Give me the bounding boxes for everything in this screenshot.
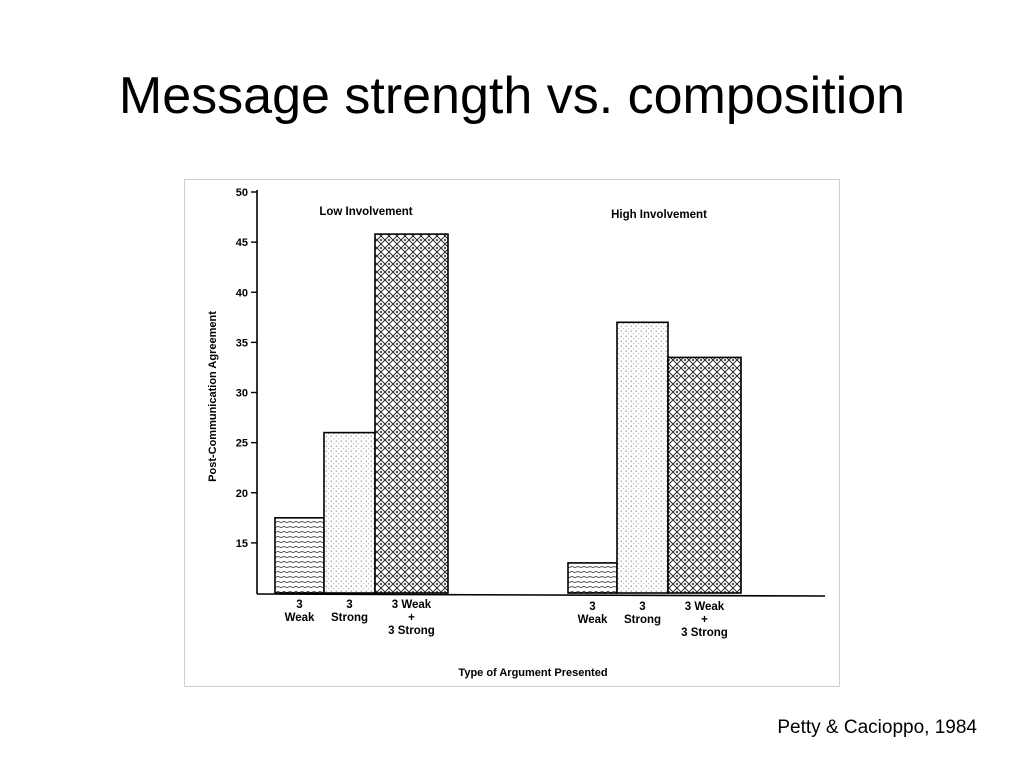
chart-bars: [274, 233, 742, 594]
bar-g1-c1: [616, 321, 669, 594]
y-axis-title: Post-Communication Agreement: [207, 311, 219, 482]
y-tick-label-40: 40: [236, 287, 248, 299]
category-label-g0-c1-l1: Strong: [331, 612, 368, 624]
category-label-g1-c2-l2: 3 Strong: [681, 627, 728, 639]
slide-title: Message strength vs. composition: [118, 67, 906, 125]
y-tick-label-45: 45: [236, 237, 248, 249]
group-label-1: High Involvement: [611, 209, 707, 221]
chart-labels: 15 20 25 30 35 40 45 50 Post-Communication Agree…: [207, 187, 728, 679]
bar-g0-c0: [274, 517, 325, 594]
y-tick-label-35: 35: [236, 337, 248, 349]
category-label-g1-c1-l0: 3: [639, 601, 645, 613]
y-tick-label-20: 20: [236, 488, 248, 500]
bar-g0-c2: [374, 233, 449, 594]
category-label-g1-c2-l1: +: [701, 614, 708, 626]
bar-g1-c0: [567, 562, 618, 594]
category-label-g1-c0-l1: Weak: [578, 614, 608, 626]
category-label-g1-c2-l0: 3 Weak: [685, 601, 725, 613]
x-axis-baseline: [256, 593, 826, 597]
category-label-g0-c0-l0: 3: [296, 599, 302, 611]
bar-g1-c2: [667, 356, 742, 594]
category-label-g0-c0-l1: Weak: [285, 612, 315, 624]
category-label-g0-c1-l0: 3: [346, 599, 352, 611]
chart-axes: [251, 190, 826, 597]
category-label-g0-c2-l2: 3 Strong: [388, 625, 435, 637]
category-label-g0-c2-l1: +: [408, 612, 415, 624]
group-label-0: Low Involvement: [319, 206, 412, 218]
bar-chart: 15 20 25 30 35 40 45 50 Post-Communication Agree…: [207, 187, 826, 679]
y-tick-label-15: 15: [236, 538, 248, 550]
y-tick-label-25: 25: [236, 438, 248, 450]
y-tick-label-30: 30: [236, 388, 248, 400]
category-label-g1-c0-l0: 3: [589, 601, 595, 613]
x-axis-title: Type of Argument Presented: [458, 667, 607, 679]
y-tick-label-50: 50: [236, 187, 248, 199]
category-label-g0-c2-l0: 3 Weak: [392, 599, 432, 611]
category-label-g1-c1-l1: Strong: [624, 614, 661, 626]
bar-g0-c1: [323, 431, 376, 594]
citation: Petty & Cacioppo, 1984: [777, 717, 977, 738]
chart-figure: 15 20 25 30 35 40 45 50 Post-Communication Agree…: [184, 179, 840, 687]
